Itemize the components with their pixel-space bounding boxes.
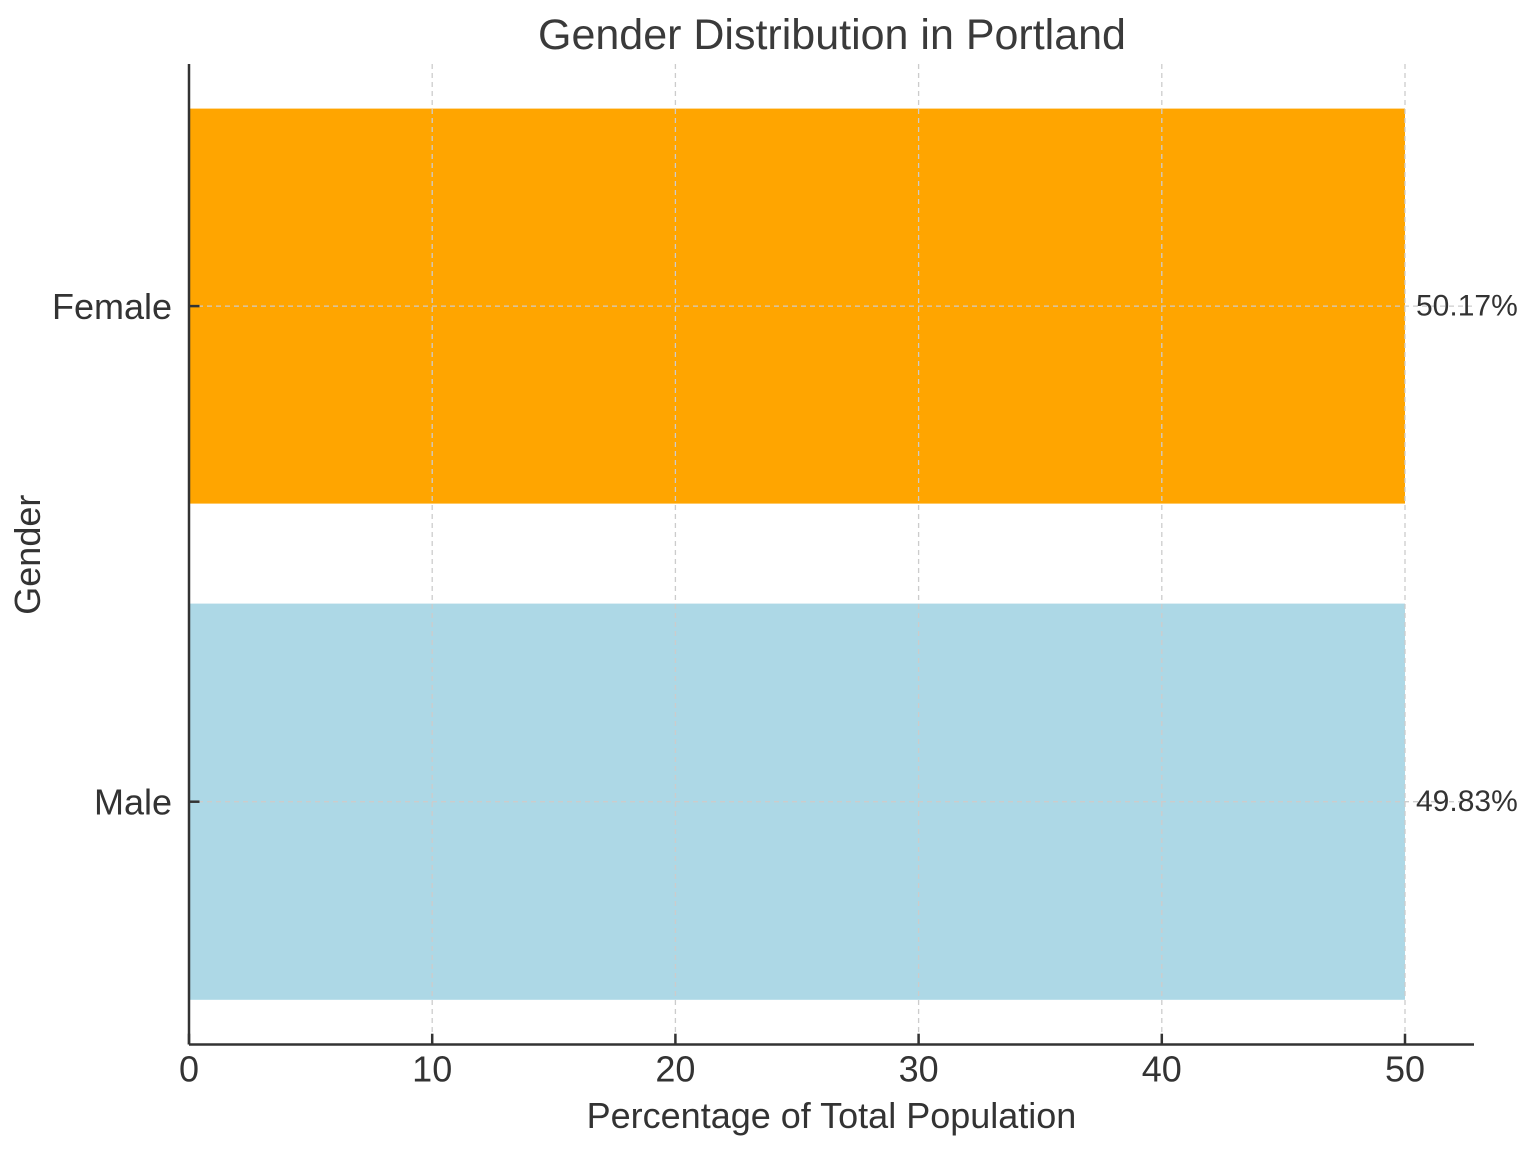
svg-text:20: 20 [655,1049,695,1090]
svg-text:30: 30 [899,1049,939,1090]
svg-text:50.17%: 50.17% [1416,290,1518,323]
svg-text:40: 40 [1142,1049,1182,1090]
svg-text:Female: Female [52,286,172,327]
svg-text:0: 0 [179,1049,199,1090]
svg-text:50: 50 [1385,1049,1425,1090]
svg-text:Percentage of Total Population: Percentage of Total Population [587,1095,1077,1136]
svg-text:Male: Male [94,782,172,823]
svg-text:10: 10 [412,1049,452,1090]
svg-text:Gender: Gender [7,495,48,615]
svg-text:49.83%: 49.83% [1416,785,1518,818]
